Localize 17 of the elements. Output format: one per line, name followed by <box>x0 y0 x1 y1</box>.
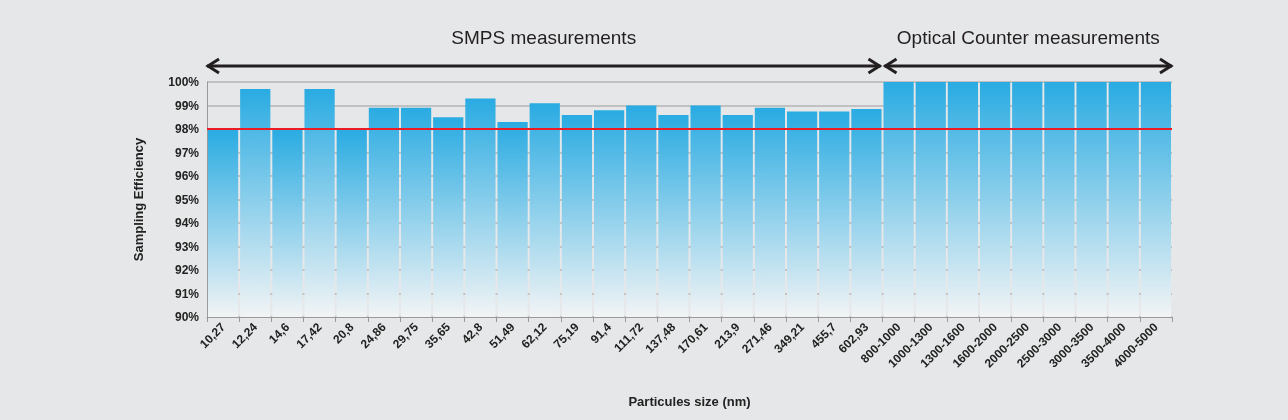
text: SMPS measurements <box>451 26 637 48</box>
y-tick-label: 97% <box>174 145 200 160</box>
y-tick-label: 95% <box>174 192 200 207</box>
y-axis-title: Sampling Efficiency <box>131 136 146 262</box>
y-tick-label: 99% <box>174 98 200 113</box>
y-tick-label: 91% <box>174 286 200 301</box>
y-tick-label: 94% <box>174 216 200 230</box>
x-axis-title: Particules size (nm) <box>628 394 751 409</box>
y-tick-label: 93% <box>174 239 200 254</box>
text: Optical Counter measurements <box>896 26 1160 48</box>
y-tick-label: 90% <box>174 310 200 324</box>
x-tick-label: 91,4 <box>587 319 615 347</box>
x-tick-label: 42,8 <box>458 319 486 347</box>
y-tick-label: 100% <box>168 75 200 89</box>
y-tick-label: 96% <box>174 169 200 183</box>
y-tick-label: 92% <box>174 263 200 277</box>
y-tick-label: 98% <box>174 122 200 136</box>
